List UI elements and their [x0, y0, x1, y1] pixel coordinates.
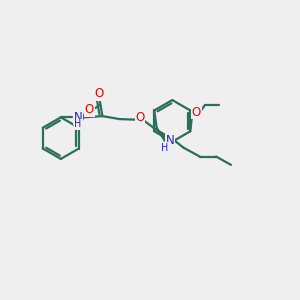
Text: O: O: [192, 106, 201, 119]
Text: H: H: [74, 119, 81, 129]
Text: N: N: [166, 134, 175, 147]
Text: O: O: [95, 87, 104, 100]
Text: O: O: [135, 111, 145, 124]
Text: O: O: [85, 103, 94, 116]
Text: H: H: [161, 142, 169, 153]
Text: N: N: [74, 111, 82, 124]
